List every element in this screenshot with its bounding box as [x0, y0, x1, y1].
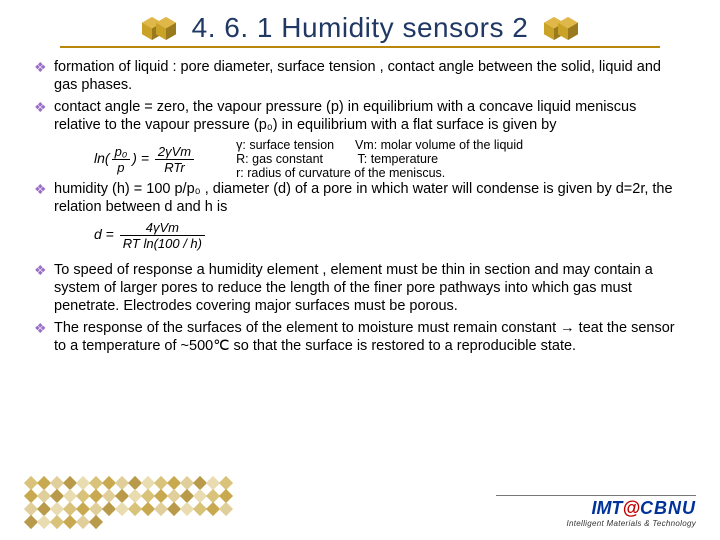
- hex-decoration-left: [142, 17, 176, 40]
- hexagon-icon: [156, 17, 176, 40]
- bullet-text: To speed of response a humidity element …: [54, 261, 686, 315]
- formula-part: ln(: [94, 150, 110, 166]
- bullet-item: ❖ The response of the surfaces of the el…: [34, 319, 686, 355]
- diamond-bullet-icon: ❖: [34, 58, 54, 76]
- diamond-bullet-icon: ❖: [34, 261, 54, 279]
- symbol-legend: γ: surface tension Vm: molar volume of t…: [236, 138, 523, 180]
- hex-decoration-right: [544, 17, 578, 40]
- slide-footer: IMT@CBNU Intelligent Materials & Technol…: [0, 476, 720, 528]
- hexagon-icon: [558, 17, 578, 40]
- bullet-text: humidity (h) = 100 p/p₀ , diameter (d) o…: [54, 180, 686, 216]
- formula-diameter: d = 4γVmRT ln(100 / h): [94, 220, 686, 251]
- diamond-bullet-icon: ❖: [34, 98, 54, 116]
- diamond-icon: [218, 501, 232, 515]
- diamond-bullet-icon: ❖: [34, 180, 54, 198]
- formula-kelvin: ln(p₀p) = 2γVmRTr: [94, 144, 196, 175]
- bullet-item: ❖ contact angle = zero, the vapour press…: [34, 98, 686, 134]
- formula-part: ) =: [132, 150, 149, 166]
- legend-line: γ: surface tension Vm: molar volume of t…: [236, 138, 523, 152]
- logo-imt: IMT: [591, 498, 622, 518]
- bullet-item: ❖ humidity (h) = 100 p/p₀ , diameter (d)…: [34, 180, 686, 216]
- content-area: ❖ formation of liquid : pore diameter, s…: [30, 58, 690, 355]
- slide-header: 4. 6. 1 Humidity sensors 2: [30, 12, 690, 44]
- diamond-pattern-decoration: [24, 476, 244, 528]
- slide-container: 4. 6. 1 Humidity sensors 2 ❖ formation o…: [0, 0, 720, 540]
- logo-main: IMT@CBNU: [496, 498, 696, 519]
- formula-part: p₀: [112, 144, 131, 160]
- divider: [60, 46, 660, 48]
- formula-part: RTr: [155, 160, 194, 175]
- formula-part: p: [112, 160, 131, 175]
- diamond-icon: [88, 514, 102, 528]
- diamond-bullet-icon: ❖: [34, 319, 54, 337]
- formula-part: RT ln(100 / h): [120, 236, 205, 251]
- formula-part: d =: [94, 226, 114, 242]
- formula-part: 4γVm: [120, 220, 205, 236]
- legend-line: R: gas constant T: temperature: [236, 152, 523, 166]
- bullet-text: The response of the surfaces of the elem…: [54, 319, 686, 355]
- legend-line: r: radius of curvature of the meniscus.: [236, 166, 523, 180]
- slide-title: 4. 6. 1 Humidity sensors 2: [192, 12, 529, 44]
- bullet-item: ❖ formation of liquid : pore diameter, s…: [34, 58, 686, 94]
- logo-block: IMT@CBNU Intelligent Materials & Technol…: [496, 495, 696, 528]
- logo-at: @: [622, 498, 640, 518]
- bullet-text: formation of liquid : pore diameter, sur…: [54, 58, 686, 94]
- bullet-item: ❖ To speed of response a humidity elemen…: [34, 261, 686, 315]
- bullet-text: contact angle = zero, the vapour pressur…: [54, 98, 686, 134]
- logo-cbnu: CBNU: [640, 498, 696, 518]
- formula-part: 2γVm: [155, 144, 194, 160]
- logo-subtitle: Intelligent Materials & Technology: [496, 519, 696, 528]
